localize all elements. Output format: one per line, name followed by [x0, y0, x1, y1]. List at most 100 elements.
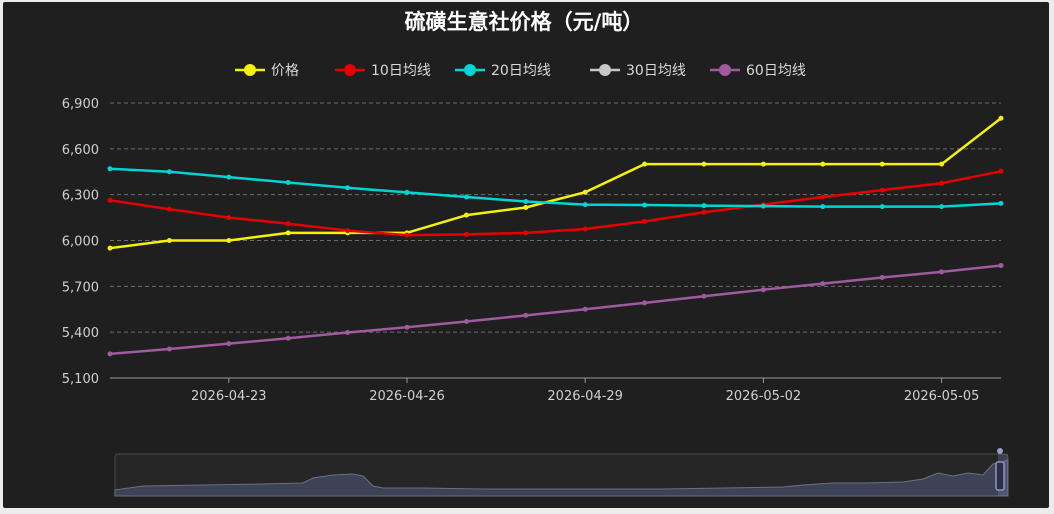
y-tick-label: 6,000: [62, 235, 99, 250]
data-point: [998, 200, 1004, 206]
data-point: [642, 202, 648, 208]
x-tick-label: 2026-05-05: [904, 389, 980, 404]
legend-item[interactable]: 20日均线: [455, 63, 551, 79]
data-point: [404, 189, 410, 195]
data-point: [701, 293, 707, 299]
y-tick-label: 6,300: [62, 189, 99, 204]
y-tick-label: 5,700: [62, 280, 99, 295]
x-tick-label: 2026-04-29: [547, 389, 623, 404]
grid-lines: [110, 102, 1001, 333]
x-tick-label: 2026-04-26: [369, 389, 445, 404]
y-tick-label: 6,600: [62, 143, 99, 158]
legend-marker: [344, 64, 356, 76]
data-point: [345, 185, 351, 191]
data-point: [582, 189, 588, 195]
data-point: [939, 180, 945, 186]
data-point: [523, 312, 529, 318]
legend-label: 60日均线: [746, 63, 806, 79]
data-point: [285, 230, 291, 236]
legend[interactable]: 价格 10日均线 20日均线 30日均线 60日均线: [235, 63, 806, 79]
y-tick-label: 5,100: [62, 372, 99, 387]
zoom-slider-handle[interactable]: [995, 461, 1005, 491]
data-point: [345, 329, 351, 335]
data-point: [582, 226, 588, 232]
legend-label: 价格: [271, 63, 299, 79]
data-point: [760, 287, 766, 293]
data-point: [582, 202, 588, 208]
zoom-slider-preview: [114, 459, 1009, 497]
data-point: [107, 166, 113, 172]
legend-label: 10日均线: [371, 63, 431, 79]
legend-item[interactable]: 60日均线: [710, 63, 806, 79]
data-point: [166, 169, 172, 175]
y-axis: 5,100 5,400 5,700 6,000 6,300 6,600 6,900: [62, 97, 99, 387]
data-point: [107, 197, 113, 203]
legend-item[interactable]: 10日均线: [335, 63, 431, 79]
data-point: [642, 218, 648, 224]
data-point: [939, 161, 945, 167]
series-line: [109, 167, 1002, 208]
data-point: [107, 245, 113, 251]
legend-item[interactable]: 价格: [235, 63, 299, 79]
series-line: [109, 264, 1002, 356]
data-point: [998, 115, 1004, 121]
data-point: [285, 335, 291, 341]
data-point: [404, 324, 410, 330]
data-point: [820, 194, 826, 200]
data-point: [701, 209, 707, 215]
data-point: [642, 161, 648, 167]
data-point: [939, 204, 945, 210]
data-point: [226, 215, 232, 221]
zoom-slider[interactable]: [114, 448, 1009, 497]
legend-label: 30日均线: [626, 63, 686, 79]
data-point: [166, 206, 172, 212]
legend-marker: [719, 64, 731, 76]
data-point: [166, 346, 172, 352]
data-point: [820, 204, 826, 210]
data-point: [463, 318, 469, 324]
data-point: [285, 221, 291, 227]
data-point: [463, 194, 469, 200]
data-point: [642, 300, 648, 306]
data-point: [879, 204, 885, 210]
data-point: [345, 228, 351, 234]
legend-marker: [599, 64, 611, 76]
data-point: [404, 232, 410, 238]
data-point: [285, 179, 291, 185]
data-point: [998, 168, 1004, 174]
x-tick-label: 2026-04-23: [191, 389, 267, 404]
data-point: [226, 341, 232, 347]
legend-item[interactable]: 30日均线: [590, 63, 686, 79]
chart-panel: 硫磺生意社价格（元/吨） 价格 10日均线 20日均线 30日均线 60日均线 5,10…: [3, 2, 1049, 508]
series-line: [109, 170, 1002, 237]
series-line: [109, 117, 1002, 250]
data-point: [820, 281, 826, 287]
legend-marker: [464, 64, 476, 76]
data-point: [820, 161, 826, 167]
data-point: [166, 238, 172, 243]
line-chart: 硫磺生意社价格（元/吨） 价格 10日均线 20日均线 30日均线 60日均线 5,10…: [62, 10, 1009, 497]
data-point: [879, 187, 885, 193]
data-point: [463, 231, 469, 237]
data-point: [939, 269, 945, 275]
zoom-handle-grip[interactable]: [997, 448, 1003, 454]
data-point: [107, 351, 113, 357]
data-point: [582, 306, 588, 312]
data-point: [879, 274, 885, 280]
legend-label: 20日均线: [491, 63, 551, 79]
data-point: [463, 212, 469, 218]
data-point: [226, 174, 232, 180]
y-tick-label: 5,400: [62, 326, 99, 341]
data-point: [523, 199, 529, 205]
data-point: [760, 161, 766, 167]
data-point: [701, 161, 707, 167]
x-axis: 2026-04-23 2026-04-26 2026-04-29 2026-05-02…: [110, 377, 1001, 404]
chart-title: 硫磺生意社价格（元/吨）: [405, 10, 644, 34]
data-point: [523, 230, 529, 236]
series-group: [107, 115, 1004, 357]
data-point: [760, 203, 766, 209]
data-point: [879, 161, 885, 167]
x-tick-label: 2026-05-02: [726, 389, 802, 404]
data-point: [523, 205, 529, 210]
data-point: [226, 238, 232, 243]
